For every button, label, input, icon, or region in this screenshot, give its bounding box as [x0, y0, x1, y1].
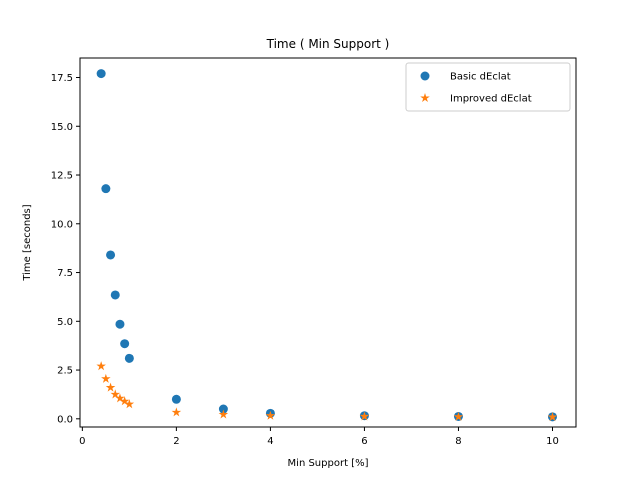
data-point	[265, 410, 276, 420]
plot-area	[96, 69, 558, 422]
y-tick-label: 7.5	[57, 268, 73, 279]
data-point	[101, 373, 111, 383]
x-tick-label: 8	[455, 436, 461, 447]
data-point	[124, 399, 135, 409]
data-point	[119, 396, 130, 406]
y-axis-label: Time [seconds]	[22, 204, 33, 281]
data-point	[453, 411, 464, 421]
x-tick-label: 2	[173, 436, 179, 447]
y-tick-label: 2.5	[57, 366, 73, 377]
data-point	[171, 394, 181, 404]
data-point	[171, 407, 182, 417]
x-tick-label: 4	[267, 436, 273, 447]
data-point	[218, 409, 229, 419]
data-point	[96, 361, 106, 371]
chart-title: Time ( Min Support )	[266, 37, 390, 51]
data-point	[124, 353, 134, 363]
legend: Basic dEclat Improved dEclat	[405, 62, 571, 112]
y-tick-label: 17.5	[51, 73, 73, 84]
legend-entry: Improved dEclat	[450, 94, 532, 105]
x-axis-label: Min Support [%]	[288, 458, 369, 469]
y-tick-label: 10.0	[51, 219, 73, 230]
data-point	[106, 250, 116, 260]
legend-marker-star	[420, 93, 430, 103]
x-tick-label: 10	[546, 436, 559, 447]
x-tick-label: 6	[361, 436, 367, 447]
series-2	[96, 361, 558, 422]
data-point	[359, 411, 370, 421]
axes-frame	[79, 57, 577, 428]
data-point	[105, 382, 116, 392]
data-point	[115, 393, 125, 403]
x-tick-label: 0	[79, 436, 85, 447]
data-point	[218, 404, 228, 414]
data-point	[547, 412, 558, 422]
data-point	[110, 389, 121, 399]
legend-box	[405, 62, 571, 112]
y-tick-label: 5.0	[57, 317, 73, 328]
data-point	[96, 69, 106, 79]
data-point	[120, 339, 130, 349]
y-tick-label: 15.0	[51, 122, 73, 133]
data-point	[115, 319, 125, 329]
legend-marker-circle	[420, 71, 430, 81]
data-point	[101, 184, 111, 194]
y-tick-label: 12.5	[51, 171, 73, 182]
axis-ticks: 0 2 4 6 8 10 0.0 2.5 5.0 7.5 10.0 12.5 15.0 17.5	[51, 73, 559, 447]
data-point	[110, 290, 120, 300]
legend-entry: Basic dEclat	[450, 72, 511, 83]
y-tick-label: 0.0	[57, 414, 73, 425]
